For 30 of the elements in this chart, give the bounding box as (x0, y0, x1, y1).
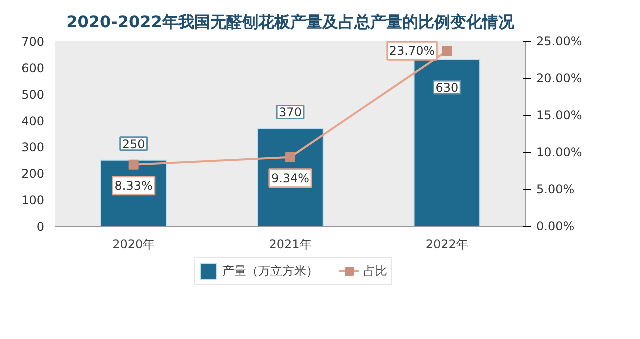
y2-tick-label: 0.00% (536, 220, 575, 234)
point (286, 152, 296, 162)
y-tick-label: 200 (22, 167, 44, 182)
data-label: 630 (436, 81, 459, 95)
x-tick-label: 2020年 (112, 238, 156, 252)
data-label: 250 (122, 137, 146, 152)
chart-title: 2020-2022年我国无醛刨花板产量及占总产量的比例变化情况 (66, 12, 516, 32)
data-label: 9.34% (271, 171, 310, 186)
data-label: 23.70% (389, 44, 436, 58)
legend-label: 产量（万立方米） (222, 262, 318, 280)
y-tick-label: 600 (22, 61, 44, 76)
y2-tick-label: 25.00% (536, 34, 582, 48)
y2-tick-label: 20.00% (536, 72, 582, 86)
x-tick-label: 2021年 (269, 238, 312, 252)
legend-label: 占比 (364, 262, 388, 280)
data-label: 8.33% (114, 178, 153, 193)
point (128, 160, 139, 170)
y-tick-label: 100 (22, 194, 44, 208)
y2-tick-label: 15.00% (536, 108, 582, 122)
y-tick-label: 300 (22, 140, 44, 155)
bar (414, 60, 481, 226)
y-tick-label: 700 (22, 35, 44, 49)
y2-tick-label: 5.00% (536, 182, 575, 196)
x-tick-label: 2022年 (426, 238, 468, 252)
y-tick-label: 0 (36, 220, 45, 234)
y2-tick-label: 10.00% (536, 146, 582, 160)
y-tick-label: 400 (22, 114, 44, 128)
point (442, 46, 452, 56)
y-tick-label: 500 (22, 88, 44, 102)
data-label: 370 (279, 106, 302, 120)
